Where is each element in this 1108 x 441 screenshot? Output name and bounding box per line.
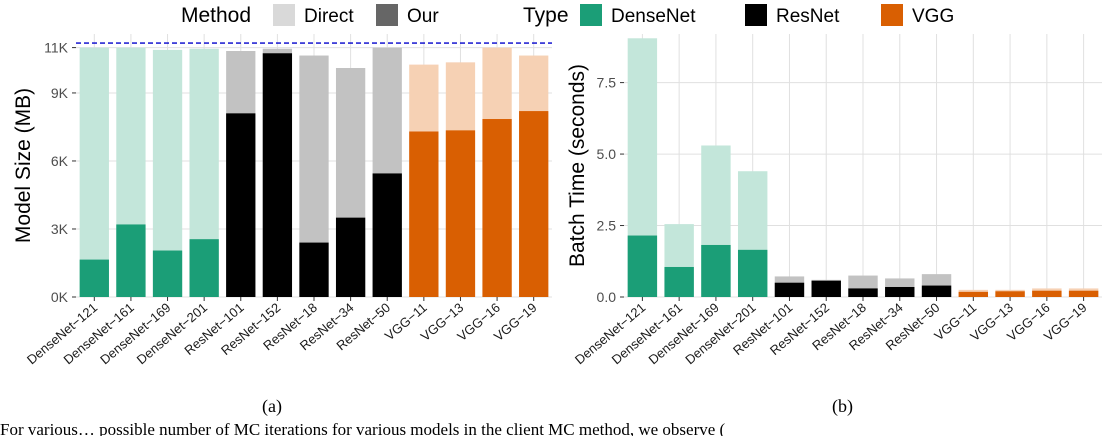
legend-label-resnet: ResNet: [776, 6, 840, 27]
y-tick-label: 0.0: [597, 289, 617, 305]
legend-method-title: Method: [181, 4, 251, 27]
caption-a: (a): [262, 396, 282, 416]
y-tick-label: 9K: [51, 85, 69, 101]
legend-graphic: Method Direct Our Type DenseNet ResNet VGG: [181, 4, 954, 27]
bar-our-resnet-101: [226, 113, 256, 297]
legend-label-vgg: VGG: [912, 6, 954, 27]
bar-our-vgg-19: [1068, 290, 1099, 297]
legend-swatch-densenet: [580, 4, 602, 26]
bar-our-resnet-152: [262, 53, 293, 298]
y-tick-label: 11K: [44, 40, 69, 56]
bar-our-densenet-121: [79, 259, 109, 297]
bar-our-vgg-16: [1032, 290, 1062, 297]
bar-our-resnet-152: [811, 280, 841, 297]
y-axis-label: Batch Time (seconds): [566, 64, 589, 267]
caption-b: (b): [832, 396, 853, 416]
bar-our-densenet-169: [152, 250, 183, 297]
legend-type-title: Type: [523, 4, 569, 27]
bar-our-vgg-13: [995, 291, 1025, 297]
bar-our-vgg-19: [519, 111, 549, 297]
y-axis-label: Model Size (MB): [12, 88, 35, 243]
y-tick-label: 2.5: [597, 218, 617, 234]
legend-swatch-direct: [273, 4, 295, 26]
bar-our-resnet-18: [848, 288, 878, 297]
bar-our-vgg-11: [409, 131, 439, 297]
bar-our-resnet-34: [885, 286, 915, 297]
bar-our-resnet-34: [335, 217, 366, 297]
legend-label-densenet: DenseNet: [611, 6, 696, 27]
body-text-fragment: For various… possible number of MC itera…: [0, 420, 726, 436]
model-size-panel: 0K 3K 6K 9K 11K DenseNet−121 DenseNet−161 Dense…: [0, 0, 560, 436]
y-tick-label: 3K: [51, 221, 69, 237]
legend-swatch-our: [376, 4, 398, 26]
bar-our-vgg-11: [958, 291, 989, 297]
y-tick-label: 6K: [51, 153, 69, 169]
bar-our-densenet-169: [701, 244, 731, 297]
legend-label-direct: Direct: [304, 6, 354, 27]
bar-our-vgg-13: [445, 130, 476, 297]
bar-our-densenet-201: [189, 239, 219, 297]
model-size-chart: 0K3K6K9K11KDenseNet−121DenseNet−161Dense…: [12, 34, 552, 367]
legend-label-our: Our: [407, 6, 439, 27]
bar-direct-densenet-121: [79, 47, 109, 297]
bar-our-densenet-161: [664, 266, 694, 297]
y-tick-label: 5.0: [597, 146, 617, 162]
legend-swatch-vgg: [881, 4, 903, 26]
bar-our-densenet-121: [627, 235, 658, 297]
y-tick-label: 7.5: [597, 75, 617, 91]
bar-our-resnet-18: [299, 242, 329, 297]
batch-time-panel: 0.0 2.5 5.0 7.5 DenseNet−121 DenseNet−161 Dens…: [560, 0, 1108, 436]
bar-our-resnet-101: [774, 282, 805, 297]
bar-our-densenet-161: [116, 224, 146, 297]
bar-our-resnet-50: [372, 173, 402, 297]
bar-our-densenet-201: [737, 249, 768, 297]
legend-swatch-resnet: [745, 4, 767, 26]
y-tick-label: 0K: [51, 289, 69, 305]
batch-time-chart: 0.02.55.07.5DenseNet−121DenseNet−161Dens…: [566, 34, 1102, 367]
bar-our-resnet-50: [921, 285, 952, 297]
bar-our-vgg-16: [482, 119, 512, 298]
chart-legend: Method Direct Our Type DenseNet ResNet VGG: [0, 0, 1108, 30]
